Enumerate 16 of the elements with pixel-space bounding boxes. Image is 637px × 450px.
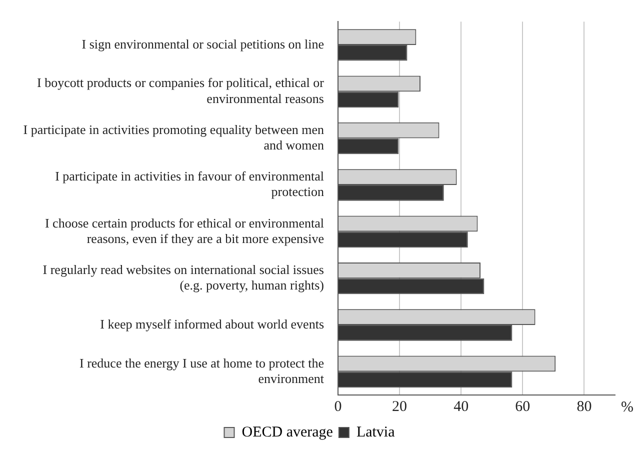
y-tick-label: I keep myself informed about world events bbox=[100, 316, 324, 332]
y-tick-label: I sign environmental or social petitions on line bbox=[82, 36, 324, 52]
x-tick-label: 60 bbox=[515, 398, 530, 415]
x-tick-label: 40 bbox=[454, 398, 469, 415]
y-tick-label: I regularly read websites on international social issues (e.g. poverty, human rights) bbox=[42, 262, 324, 293]
y-tick-label: I participate in activities promoting equality between men and women bbox=[23, 122, 324, 153]
y-tick-label: I choose certain products for ethical or environmental reasons, even if they are a bit more expensive bbox=[44, 215, 324, 246]
legend-label: OECD average bbox=[242, 424, 334, 440]
y-tick-label: I reduce the energy I use at home to protect the environment bbox=[80, 355, 324, 386]
x-tick-label: 80 bbox=[576, 398, 592, 415]
x-tick-label: 0 bbox=[334, 398, 342, 415]
y-tick-label: I boycott products or companies for political, ethical or environmental reasons bbox=[37, 75, 325, 106]
x-axis-title: % bbox=[621, 399, 634, 416]
y-tick-label: I participate in activities in favour of environmental protection bbox=[55, 168, 324, 200]
legend-label: Latvia bbox=[356, 424, 396, 440]
x-tick-label: 20 bbox=[392, 398, 408, 415]
